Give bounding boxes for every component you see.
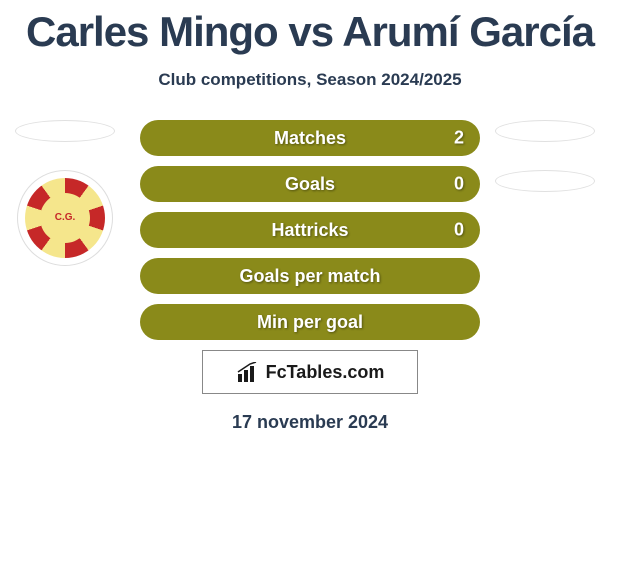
stat-bar-matches: Matches 2 — [140, 120, 480, 156]
stat-value: 0 — [454, 174, 464, 195]
stat-label: Min per goal — [257, 312, 363, 333]
right-player-column — [490, 120, 600, 220]
club-badge-initials: C.G. — [40, 193, 90, 243]
player-left-avatar-placeholder — [15, 120, 115, 142]
stat-label: Goals — [285, 174, 335, 195]
stat-bars: Matches 2 Goals 0 Hattricks 0 Goals per … — [140, 120, 480, 340]
stat-bar-hattricks: Hattricks 0 — [140, 212, 480, 248]
stat-value: 0 — [454, 220, 464, 241]
stat-bar-goals: Goals 0 — [140, 166, 480, 202]
date-label: 17 november 2024 — [0, 412, 620, 433]
stat-value: 2 — [454, 128, 464, 149]
club-badge-left: C.G. — [17, 170, 113, 266]
stat-bar-goals-per-match: Goals per match — [140, 258, 480, 294]
stat-label: Goals per match — [239, 266, 380, 287]
club-badge-stripes: C.G. — [25, 178, 105, 258]
page-title: Carles Mingo vs Arumí García — [0, 8, 620, 56]
stat-bar-min-per-goal: Min per goal — [140, 304, 480, 340]
player-right-avatar-placeholder — [495, 120, 595, 142]
comparison-content: C.G. Matches 2 Goals 0 Hattricks 0 Goals… — [0, 120, 620, 433]
stat-label: Matches — [274, 128, 346, 149]
subtitle: Club competitions, Season 2024/2025 — [0, 70, 620, 90]
stat-label: Hattricks — [271, 220, 348, 241]
club-badge-right-placeholder — [495, 170, 595, 192]
brand-logo-box: FcTables.com — [202, 350, 418, 394]
chart-icon — [236, 362, 260, 382]
brand-name: FcTables.com — [266, 362, 385, 383]
left-player-column: C.G. — [10, 120, 120, 266]
